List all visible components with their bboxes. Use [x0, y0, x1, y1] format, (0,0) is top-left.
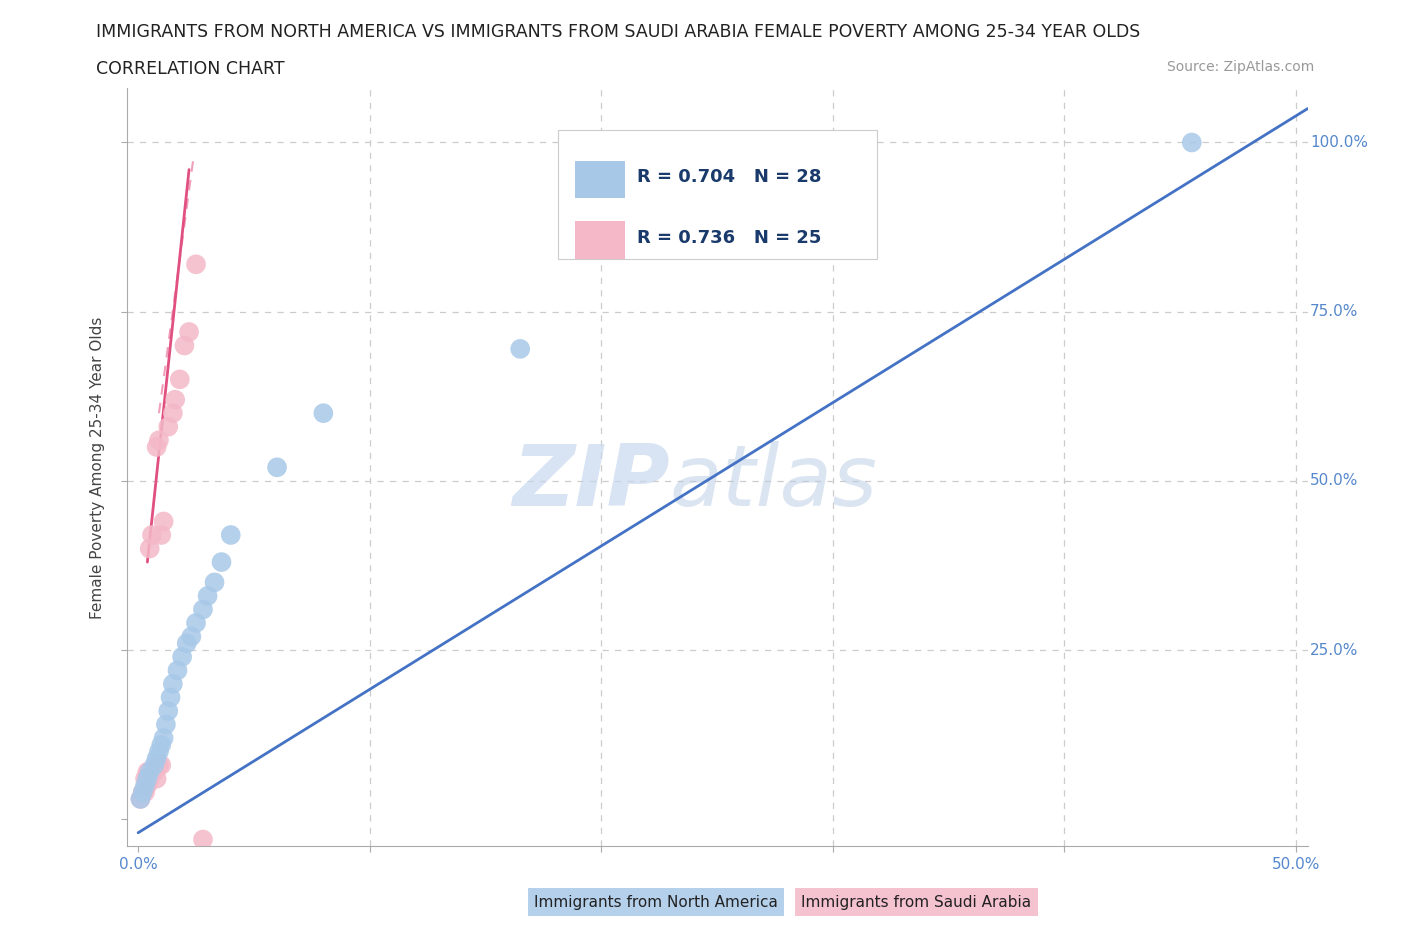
- Point: [166, 663, 188, 678]
- Point: [177, 325, 200, 339]
- Point: [152, 514, 174, 529]
- Point: [145, 771, 167, 786]
- Point: [176, 636, 198, 651]
- Point: [172, 649, 194, 664]
- Point: [204, 575, 226, 590]
- Point: [136, 764, 159, 779]
- Point: [134, 778, 156, 793]
- Text: R = 0.704   N = 28: R = 0.704 N = 28: [637, 168, 821, 187]
- Text: R = 0.736   N = 25: R = 0.736 N = 25: [637, 229, 821, 247]
- Point: [148, 432, 170, 447]
- Point: [191, 602, 214, 617]
- Point: [173, 339, 195, 353]
- Point: [211, 554, 233, 569]
- Point: [165, 392, 187, 407]
- Point: [136, 778, 159, 793]
- Point: [180, 629, 202, 644]
- Point: [155, 717, 177, 732]
- Point: [162, 405, 184, 420]
- Point: [159, 690, 181, 705]
- Point: [150, 737, 173, 752]
- Point: [169, 372, 191, 387]
- Text: Source: ZipAtlas.com: Source: ZipAtlas.com: [1167, 60, 1315, 74]
- Point: [150, 527, 173, 542]
- Point: [129, 791, 152, 806]
- Point: [132, 785, 155, 800]
- Point: [134, 785, 156, 800]
- Point: [266, 460, 288, 474]
- FancyBboxPatch shape: [575, 161, 624, 198]
- Text: IMMIGRANTS FROM NORTH AMERICA VS IMMIGRANTS FROM SAUDI ARABIA FEMALE POVERTY AMO: IMMIGRANTS FROM NORTH AMERICA VS IMMIGRA…: [96, 23, 1140, 41]
- Text: CORRELATION CHART: CORRELATION CHART: [96, 60, 284, 78]
- Point: [150, 758, 173, 773]
- Point: [138, 764, 160, 779]
- Point: [134, 771, 156, 786]
- Point: [143, 758, 166, 773]
- FancyBboxPatch shape: [575, 221, 624, 259]
- Point: [138, 771, 160, 786]
- FancyBboxPatch shape: [558, 130, 876, 259]
- Point: [157, 703, 180, 718]
- Text: Immigrants from Saudi Arabia: Immigrants from Saudi Arabia: [801, 895, 1032, 910]
- Point: [157, 419, 180, 434]
- Point: [184, 616, 207, 631]
- Point: [143, 764, 166, 779]
- Text: 100.0%: 100.0%: [1310, 135, 1368, 150]
- Text: 25.0%: 25.0%: [1310, 643, 1358, 658]
- Point: [141, 527, 163, 542]
- Point: [148, 758, 170, 773]
- Point: [197, 589, 219, 604]
- Point: [152, 731, 174, 746]
- Point: [145, 440, 167, 455]
- Text: 50.0%: 50.0%: [1310, 473, 1358, 488]
- Point: [191, 832, 214, 847]
- Point: [129, 791, 152, 806]
- Point: [1181, 135, 1204, 150]
- Point: [145, 751, 167, 765]
- Text: ZIP: ZIP: [512, 441, 669, 524]
- Point: [312, 405, 335, 420]
- Text: 75.0%: 75.0%: [1310, 304, 1358, 319]
- Text: Immigrants from North America: Immigrants from North America: [534, 895, 778, 910]
- Y-axis label: Female Poverty Among 25-34 Year Olds: Female Poverty Among 25-34 Year Olds: [90, 316, 105, 618]
- Point: [219, 527, 242, 542]
- Point: [162, 676, 184, 691]
- Point: [148, 744, 170, 759]
- Point: [132, 785, 155, 800]
- Point: [184, 257, 207, 272]
- Point: [138, 541, 160, 556]
- Point: [136, 771, 159, 786]
- Point: [509, 341, 531, 356]
- Text: atlas: atlas: [669, 441, 877, 524]
